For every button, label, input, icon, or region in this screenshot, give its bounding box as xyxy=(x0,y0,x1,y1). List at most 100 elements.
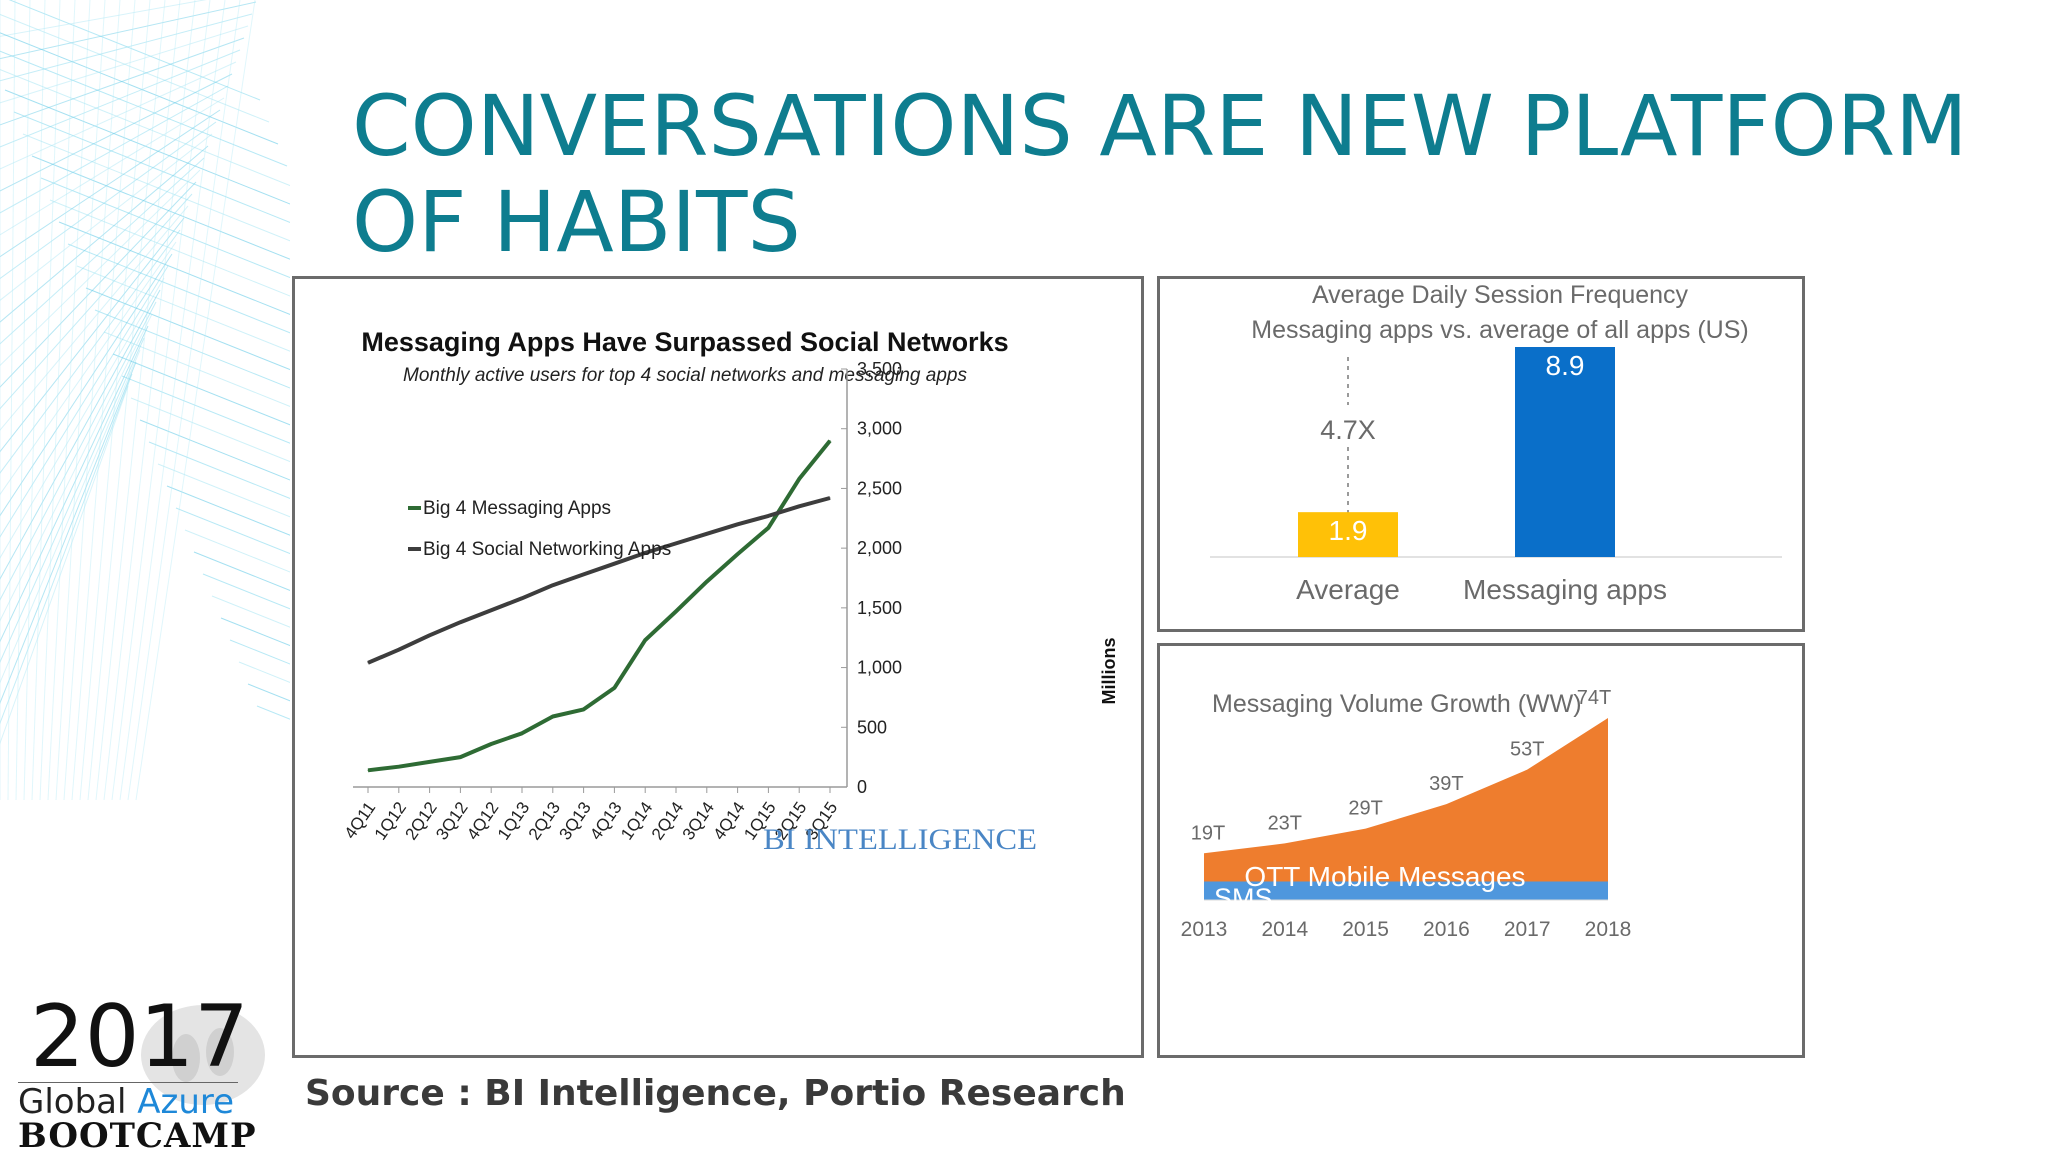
area-total-label: 53T xyxy=(1510,739,1544,761)
area-x-tick-label: 2014 xyxy=(1261,918,1308,941)
bar-chart-title: Average Daily Session Frequency xyxy=(1312,281,1689,309)
area-total-label: 74T xyxy=(1577,687,1611,709)
line-point xyxy=(367,769,369,771)
area-series-label-ott: OTT Mobile Messages xyxy=(1244,861,1525,892)
bar-chart-bars: 1.9 Average 8.9 Messaging apps xyxy=(1296,347,1667,605)
messaging-vs-social-line-chart: Messaging Apps Have Surpassed Social Net… xyxy=(292,276,1144,1058)
area-ott-mobile-messages xyxy=(1204,718,1608,882)
y-tick-label: 0 xyxy=(857,777,867,797)
y-tick-label: 2,500 xyxy=(857,478,902,498)
logo-year: 2017 xyxy=(30,987,249,1087)
line-point xyxy=(521,732,523,734)
x-tick-label: 1Q14 xyxy=(617,798,656,843)
y-tick-label: 500 xyxy=(857,717,887,737)
line-point xyxy=(613,687,615,689)
line-point xyxy=(521,597,523,599)
bar-chart-subtitle: Messaging apps vs. average of all apps (… xyxy=(1251,316,1748,344)
bar-value-label: 8.9 xyxy=(1546,350,1585,381)
slide-title-line-2: OF HABITS xyxy=(352,173,801,271)
ratio-annotation-backdrop xyxy=(1310,405,1386,447)
line-point xyxy=(798,505,800,507)
line-point xyxy=(583,708,585,710)
global-azure-bootcamp-logo: 2017 Global Azure BOOTCAMP xyxy=(8,987,265,1156)
area-total-label: 19T xyxy=(1191,822,1225,844)
logo-global-azure: Global Azure xyxy=(18,1082,234,1122)
line-series-social xyxy=(367,496,831,665)
y-tick-label: 2,000 xyxy=(857,538,902,558)
line-point xyxy=(644,639,646,641)
line-point xyxy=(459,756,461,758)
x-tick-label: 4Q14 xyxy=(709,798,748,843)
logo-divider xyxy=(18,1082,238,1083)
chart-subtitle: Monthly active users for top 4 social ne… xyxy=(403,365,967,386)
line-point xyxy=(459,621,461,623)
session-frequency-bar-chart: Average Daily Session Frequency Messagin… xyxy=(1157,276,1805,632)
x-tick-label: 4Q11 xyxy=(341,798,380,842)
x-tick-label: 4Q13 xyxy=(586,798,625,843)
area-chart-areas xyxy=(1204,718,1608,901)
logo-azure: Azure xyxy=(137,1082,235,1122)
area-x-tick-label: 2018 xyxy=(1585,918,1632,941)
y-tick-label: 1,000 xyxy=(857,658,902,678)
line-point xyxy=(552,716,554,718)
ratio-annotation: 4.7X xyxy=(1320,415,1376,445)
bi-intelligence-watermark: BI INTELLIGENCE xyxy=(763,823,1037,856)
legend: Big 4 Messaging Apps Big 4 Social Networ… xyxy=(408,498,671,560)
line-point xyxy=(429,634,431,636)
x-tick-label: 3Q13 xyxy=(555,798,594,843)
y-tick-label: 1,500 xyxy=(857,598,902,618)
line-point xyxy=(675,542,677,544)
bar-chart-svg: Average Daily Session Frequency Messagin… xyxy=(1210,281,1782,605)
bar-category-label: Average xyxy=(1296,574,1400,605)
slide-title: CONVERSATIONS ARE NEW PLATFORM OF HABITS xyxy=(352,78,1968,271)
area-x-tick-label: 2015 xyxy=(1342,918,1389,941)
area-chart-labels: 2013 19T 2014 23T 2015 29T 2016 39T 2017 53T 2018 7… xyxy=(1181,687,1632,941)
line-chart-axes xyxy=(353,368,848,793)
y-tick-label: 3,500 xyxy=(857,359,902,379)
line-point xyxy=(829,497,831,499)
legend-label-messaging: Big 4 Messaging Apps xyxy=(423,498,611,519)
chart-title: Messaging Apps Have Surpassed Social Net… xyxy=(361,327,1008,357)
line-point xyxy=(706,581,708,583)
line-point xyxy=(398,766,400,768)
area-chart-title: Messaging Volume Growth (WW) xyxy=(1212,690,1582,718)
line-chart-svg: Messaging Apps Have Surpassed Social Net… xyxy=(341,327,1119,856)
x-tick-label: 2Q13 xyxy=(525,798,564,843)
bar-value-label: 1.9 xyxy=(1329,515,1368,546)
x-tick-label: 2Q14 xyxy=(648,798,687,843)
area-x-tick-label: 2016 xyxy=(1423,918,1470,941)
x-tick-label: 1Q12 xyxy=(371,798,410,843)
line-point xyxy=(829,440,831,442)
x-tick-label: 3Q12 xyxy=(432,798,471,843)
area-sms xyxy=(1204,881,1608,900)
line-point xyxy=(490,609,492,611)
line-point xyxy=(767,527,769,529)
messaging-volume-area-chart: Messaging Volume Growth (WW) 2013 19T 2014… xyxy=(1157,643,1805,1058)
line-point xyxy=(367,662,369,664)
y-tick-label: 3,000 xyxy=(857,419,902,439)
x-tick-label: 4Q12 xyxy=(463,798,502,843)
footprint-badge-icon xyxy=(141,1005,265,1105)
x-tick-label: 1Q13 xyxy=(494,798,533,843)
logo-bootcamp: BOOTCAMP xyxy=(18,1116,257,1156)
area-total-label: 39T xyxy=(1429,773,1463,795)
line-point xyxy=(490,743,492,745)
y-axis-label: Millions xyxy=(1099,638,1119,705)
area-total-label: 23T xyxy=(1268,812,1302,834)
line-point xyxy=(429,761,431,763)
line-point xyxy=(613,563,615,565)
legend-label-social: Big 4 Social Networking Apps xyxy=(423,539,671,560)
line-chart-y-ticks: 0 500 1,000 1,500 2,000 2,500 3,000 3,500 xyxy=(857,359,902,797)
area-chart-svg: Messaging Volume Growth (WW) 2013 19T 2014… xyxy=(1181,687,1632,941)
line-point xyxy=(737,523,739,525)
area-total-label: 29T xyxy=(1348,798,1382,820)
line-point xyxy=(675,610,677,612)
line-point xyxy=(644,552,646,554)
line-point xyxy=(583,573,585,575)
wireframe-background-pattern xyxy=(0,0,290,801)
line-point xyxy=(737,553,739,555)
x-tick-label: 2Q12 xyxy=(401,798,440,843)
bar-average xyxy=(1298,512,1398,557)
line-point xyxy=(552,584,554,586)
line-series-messaging xyxy=(367,439,832,773)
